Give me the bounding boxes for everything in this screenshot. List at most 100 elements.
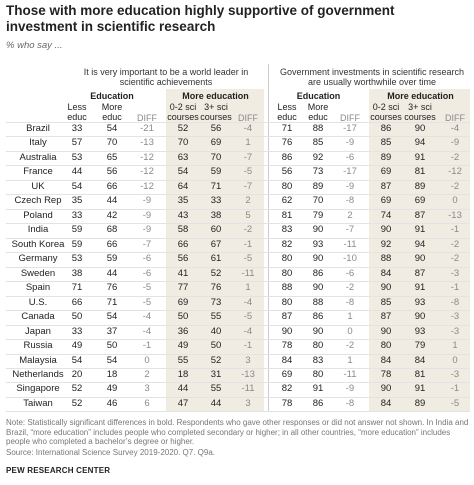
table-cell: -2 (345, 340, 355, 352)
column-header: Less educ (67, 102, 87, 122)
table-cell: 54 (71, 180, 83, 192)
table-cell: 87 (414, 267, 426, 279)
country-label: Taiwan (23, 397, 53, 409)
table-cell: -3 (450, 325, 460, 337)
table-cell: 47 (177, 397, 189, 409)
table-cell: 0 (347, 325, 353, 337)
row-rule (6, 237, 470, 239)
row-rule (6, 295, 470, 297)
table-cell: 93 (414, 325, 426, 337)
table-cell: 86 (312, 311, 324, 323)
table-cell: -8 (450, 296, 460, 308)
row-rule (6, 382, 470, 384)
column-header: 3+ sci courses (404, 102, 436, 122)
table-cell: 59 (71, 238, 83, 250)
row-rule (6, 208, 470, 210)
column-header: More educ (101, 102, 123, 122)
table-cell: 80 (281, 296, 293, 308)
table-cell: 49 (177, 340, 189, 352)
row-rule (6, 179, 470, 181)
table-cell: 36 (177, 325, 189, 337)
table-cell: 90 (414, 311, 426, 323)
table-cell: 40 (210, 325, 222, 337)
country-label: Australia (19, 151, 57, 163)
table-cell: 87 (281, 311, 293, 323)
table-cell: 33 (210, 195, 222, 207)
panel-question: It is very important to be a world leade… (83, 67, 249, 87)
table-cell: -4 (243, 123, 253, 134)
table-cell: 85 (380, 296, 392, 308)
table-cell: -7 (142, 238, 152, 250)
table-cell: 93 (414, 296, 426, 308)
table-cell: 84 (414, 354, 426, 366)
table-cell: 90 (312, 282, 324, 294)
country-label: Singapore (16, 383, 60, 395)
table-cell: 91 (312, 383, 324, 395)
table-cell: 3 (144, 383, 150, 395)
table-cell: 90 (380, 282, 392, 294)
table-cell: 90 (281, 325, 293, 337)
table-cell: 52 (71, 383, 83, 395)
table-cell: 43 (177, 209, 189, 221)
table-cell: -1 (450, 282, 460, 294)
table-cell: 44 (106, 267, 118, 279)
table-cell: 91 (414, 383, 426, 395)
country-label: Netherlands (12, 368, 64, 380)
country-label: Czech Rep (14, 195, 62, 207)
table-cell: 55 (210, 383, 222, 395)
table-cell: 63 (177, 151, 189, 163)
table-cell: -9 (142, 209, 152, 221)
table-cell: 1 (347, 311, 353, 323)
table-cell: -4 (243, 325, 253, 337)
table-cell: 55 (210, 311, 222, 323)
table-cell: 20 (71, 368, 83, 380)
table-cell: 91 (414, 224, 426, 236)
table-cell: -9 (450, 137, 460, 149)
table-cell: 35 (71, 195, 83, 207)
table-cell: 50 (106, 340, 118, 352)
table-cell: 56 (281, 166, 293, 178)
table-cell: -3 (450, 267, 460, 279)
table-cell: -6 (142, 253, 152, 265)
source: Source: International Science Survey 201… (6, 448, 216, 457)
table-cell: -3 (450, 311, 460, 323)
table-cell: -4 (243, 296, 253, 308)
table-cell: 83 (281, 224, 293, 236)
table-cell: -13 (140, 137, 154, 149)
table-cell: -5 (243, 311, 253, 323)
table-cell: 92 (380, 238, 392, 250)
table-cell: 53 (71, 253, 83, 265)
group-label: More education (182, 91, 249, 101)
table-cell: -4 (142, 311, 152, 323)
table-cell: 69 (281, 368, 293, 380)
table-cell: -2 (345, 282, 355, 294)
table-cell: -1 (450, 224, 460, 236)
country-label: Germany (18, 253, 58, 265)
column-header: 3+ sci courses (200, 102, 232, 122)
row-rule (6, 122, 470, 123)
table-cell: 41 (177, 267, 189, 279)
table-cell: 88 (312, 296, 324, 308)
country-label: India (27, 224, 49, 236)
table-cell: 69 (380, 195, 392, 207)
country-label: Brazil (26, 123, 50, 134)
table-cell: 88 (380, 253, 392, 265)
table-cell: 80 (312, 340, 324, 352)
country-label: Japan (25, 325, 51, 337)
row-rule (6, 411, 470, 413)
table-cell: 80 (380, 340, 392, 352)
table-cell: 83 (312, 354, 324, 366)
table-cell: 84 (380, 267, 392, 279)
table-cell: 90 (312, 253, 324, 265)
table-cell: -6 (142, 267, 152, 279)
row-rule (6, 353, 470, 355)
table-cell: 88 (312, 123, 324, 134)
table-cell: 76 (281, 137, 293, 149)
table-cell: 67 (210, 238, 222, 250)
subtitle: % who say ... (6, 40, 63, 51)
table-cell: -10 (343, 253, 357, 265)
table-cell: -12 (140, 180, 154, 192)
table-cell: 94 (414, 238, 426, 250)
table-cell: 66 (71, 296, 83, 308)
table-cell: 91 (414, 282, 426, 294)
